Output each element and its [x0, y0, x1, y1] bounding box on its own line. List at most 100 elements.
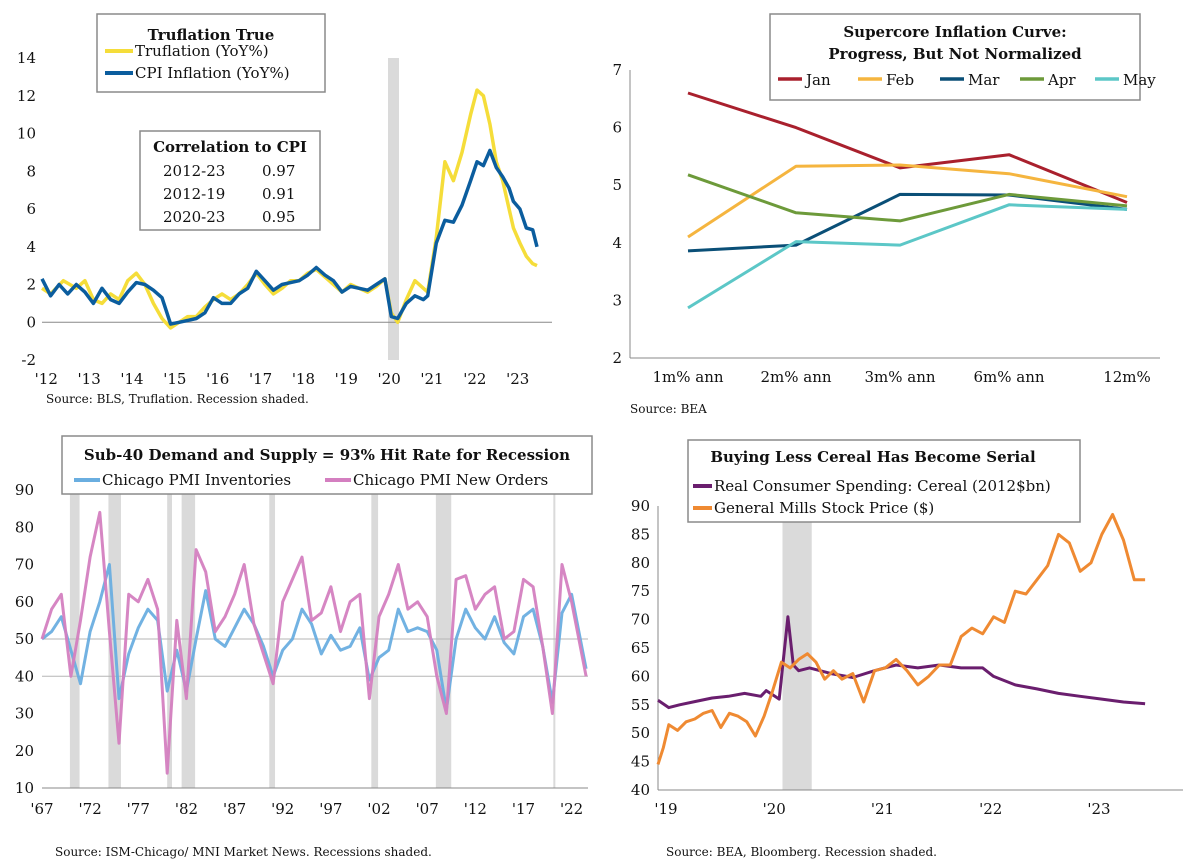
truflation-chart: -2 0 2 4 6 8 10 12 14 '12 '13 '14 '15 '16 '17 '18 '19 '20… — [17, 13, 552, 406]
x-tick-label: '72 — [79, 800, 102, 818]
recession-shade — [782, 506, 812, 790]
series-line-gis — [656, 513, 1146, 765]
legend-label-mar: Mar — [968, 71, 1000, 89]
x-tick-label: '22 — [463, 370, 486, 388]
x-tick-label: '21 — [871, 800, 894, 818]
x-tick-label: '12 — [35, 370, 58, 388]
legend-label-cereal: Real Consumer Spending: Cereal (2012$bn) — [714, 477, 1051, 495]
x-tick-label: '15 — [163, 370, 186, 388]
x-tick-label: '21 — [420, 370, 443, 388]
x-tick-label: '23 — [1087, 800, 1110, 818]
y-tick-label: 2 — [26, 276, 36, 294]
y-tick-label: 45 — [631, 753, 650, 771]
y-tick-label: 70 — [15, 556, 34, 574]
truflation-source: Source: BLS, Truflation. Recession shade… — [46, 392, 309, 406]
y-tick-label: 10 — [17, 125, 36, 143]
x-tick-label: '82 — [175, 800, 198, 818]
recession-shade — [388, 58, 399, 360]
x-tick-label: '12 — [464, 800, 487, 818]
series-line-cereal — [657, 615, 1146, 710]
x-tick-label: '20 — [378, 370, 401, 388]
legend-label-feb: Feb — [886, 71, 914, 89]
cereal-title: Buying Less Cereal Has Become Serial — [710, 448, 1036, 466]
legend-label-may: May — [1123, 71, 1156, 89]
x-tick-label: '67 — [30, 800, 53, 818]
y-tick-label: 70 — [631, 611, 650, 629]
y-tick-label: 60 — [15, 593, 34, 611]
supercore-chart: 2 3 4 5 6 7 1m% ann 2m% ann 3m% ann 6m% ann 12m% S… — [612, 13, 1160, 416]
series-line-mar — [687, 192, 1128, 253]
correlation-value: 0.97 — [262, 162, 295, 180]
y-tick-label: 65 — [631, 639, 650, 657]
truflation-title: Truflation True — [148, 26, 275, 44]
x-tick-label: 12m% — [1103, 368, 1151, 386]
legend-label-new-orders: Chicago PMI New Orders — [353, 471, 548, 489]
x-tick-label: '16 — [206, 370, 229, 388]
chicago-legend-box — [61, 435, 593, 495]
correlation-value: 0.91 — [262, 185, 295, 203]
cereal-source: Source: BEA, Bloomberg. Recession shaded… — [666, 845, 937, 859]
y-tick-label: 4 — [612, 234, 622, 252]
x-tick-label: '22 — [560, 800, 583, 818]
y-tick-label: 75 — [631, 582, 650, 600]
correlation-period: 2012-23 — [163, 162, 225, 180]
cereal-chart: 40 45 50 55 60 65 70 75 80 85 90 '19 '20 '21 '22 '23 Bu… — [631, 439, 1183, 859]
supercore-chart-panel: 2 3 4 5 6 7 1m% ann 2m% ann 3m% ann 6m% ann 12m% S… — [600, 0, 1200, 420]
x-tick-label: 6m% ann — [973, 368, 1044, 386]
x-tick-label: '18 — [292, 370, 315, 388]
y-tick-label: 30 — [15, 705, 34, 723]
x-tick-label: 2m% ann — [760, 368, 831, 386]
chicago-title: Sub-40 Demand and Supply = 93% Hit Rate … — [84, 446, 570, 464]
legend-label-inventories: Chicago PMI Inventories — [102, 471, 291, 489]
y-tick-label: 85 — [631, 525, 650, 543]
supercore-legend-box — [769, 13, 1141, 101]
y-tick-label: 7 — [612, 61, 622, 79]
series-line-feb — [687, 163, 1128, 239]
y-tick-label: 8 — [26, 162, 36, 180]
x-tick-label: '07 — [416, 800, 439, 818]
chicago-pmi-chart-panel: 10 20 30 40 50 60 70 80 90 '67 '72 '77 '82 '87 '92 '97 '… — [0, 428, 600, 865]
series-line-may — [687, 203, 1128, 310]
truflation-legend-box — [96, 13, 326, 93]
cereal-legend-box — [687, 439, 1081, 523]
y-tick-label: 55 — [631, 696, 650, 714]
correlation-period: 2020-23 — [163, 208, 225, 226]
series-line-jan — [687, 91, 1128, 204]
legend-label-jan: Jan — [804, 71, 831, 89]
x-tick-label: '87 — [223, 800, 246, 818]
supercore-source: Source: BEA — [630, 402, 707, 416]
x-tick-label: '17 — [249, 370, 272, 388]
x-tick-label: '77 — [127, 800, 150, 818]
x-tick-label: '20 — [763, 800, 786, 818]
x-tick-label: 1m% ann — [652, 368, 723, 386]
y-tick-label: 2 — [612, 349, 622, 367]
series-line-inventories — [41, 563, 588, 712]
legend-label-truflation: Truflation (YoY%) — [135, 42, 269, 60]
y-tick-label: 90 — [631, 497, 650, 515]
series-line-cpi — [40, 148, 539, 326]
x-tick-label: '14 — [120, 370, 143, 388]
y-tick-label: 5 — [612, 176, 622, 194]
y-tick-label: 12 — [17, 87, 36, 105]
x-tick-label: '22 — [979, 800, 1002, 818]
y-tick-label: 90 — [15, 481, 34, 499]
y-tick-label: 6 — [26, 200, 36, 218]
correlation-box — [139, 130, 321, 231]
x-tick-label: '02 — [367, 800, 390, 818]
y-tick-label: 14 — [17, 49, 36, 67]
series-line-new-orders — [40, 510, 588, 775]
supercore-subtitle: Progress, But Not Normalized — [828, 45, 1082, 63]
truflation-chart-panel: -2 0 2 4 6 8 10 12 14 '12 '13 '14 '15 '16 '17 '18 '19 '20… — [0, 0, 580, 420]
x-tick-label: '13 — [78, 370, 101, 388]
y-tick-label: 10 — [15, 779, 34, 797]
chicago-pmi-chart: 10 20 30 40 50 60 70 80 90 '67 '72 '77 '82 '87 '92 '97 '… — [15, 435, 593, 859]
cereal-chart-panel: 40 45 50 55 60 65 70 75 80 85 90 '19 '20 '21 '22 '23 Bu… — [600, 428, 1200, 865]
x-tick-label: '92 — [271, 800, 294, 818]
legend-label-cpi: CPI Inflation (YoY%) — [135, 64, 290, 82]
x-tick-label: '23 — [506, 370, 529, 388]
legend-label-apr: Apr — [1047, 71, 1076, 89]
y-tick-label: 3 — [612, 291, 622, 309]
y-tick-label: 4 — [26, 238, 36, 256]
supercore-title: Supercore Inflation Curve: — [843, 23, 1066, 41]
x-tick-label: '17 — [512, 800, 535, 818]
